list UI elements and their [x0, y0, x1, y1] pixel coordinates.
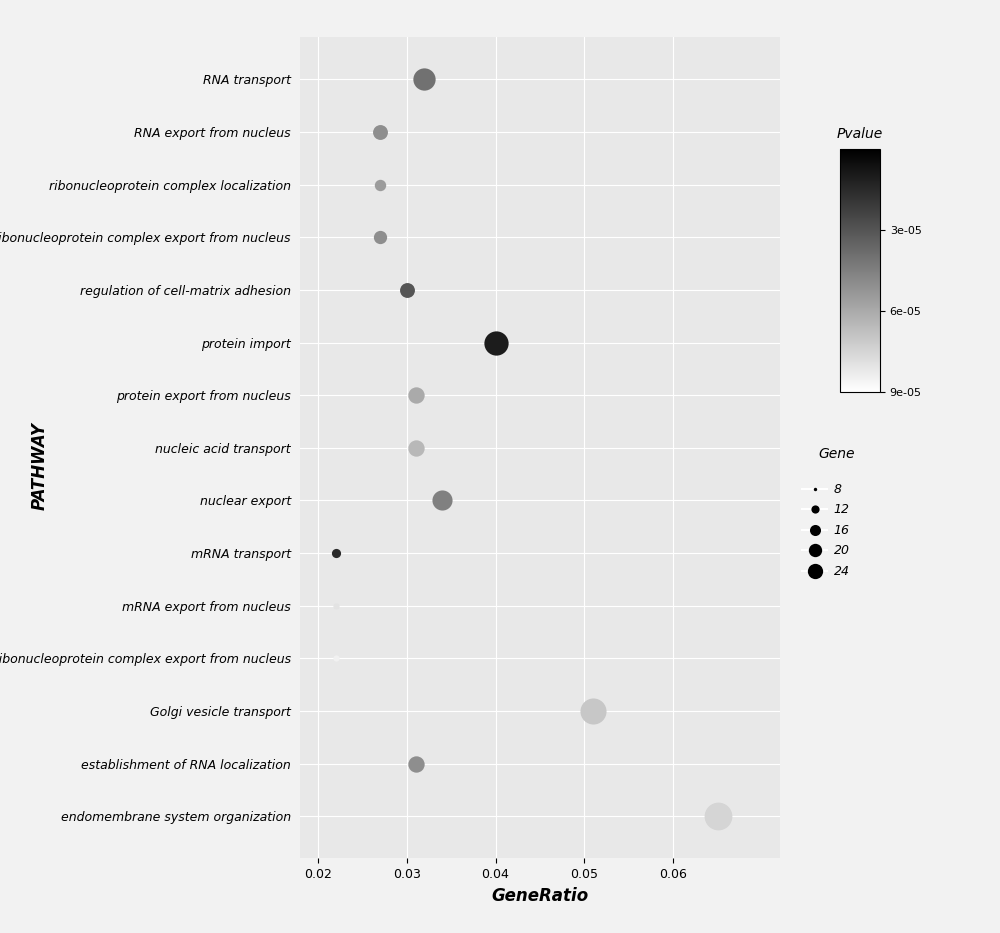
Point	[488, 335, 504, 350]
Point	[372, 177, 388, 192]
Point	[408, 388, 424, 403]
Title: Pvalue: Pvalue	[837, 127, 883, 141]
Text: PATHWAY: PATHWAY	[31, 423, 49, 510]
Point	[372, 125, 388, 140]
X-axis label: GeneRatio: GeneRatio	[491, 886, 589, 905]
Point	[399, 283, 415, 298]
Point	[408, 756, 424, 771]
Point	[585, 703, 601, 718]
Point	[372, 230, 388, 244]
Point	[416, 72, 432, 87]
Text: Gene: Gene	[818, 447, 854, 461]
Point	[408, 440, 424, 455]
Point	[328, 546, 344, 561]
Legend: 8, 12, 16, 20, 24: 8, 12, 16, 20, 24	[797, 478, 854, 583]
Point	[434, 493, 450, 508]
Point	[328, 651, 344, 666]
Point	[710, 809, 726, 824]
Point	[328, 598, 344, 613]
